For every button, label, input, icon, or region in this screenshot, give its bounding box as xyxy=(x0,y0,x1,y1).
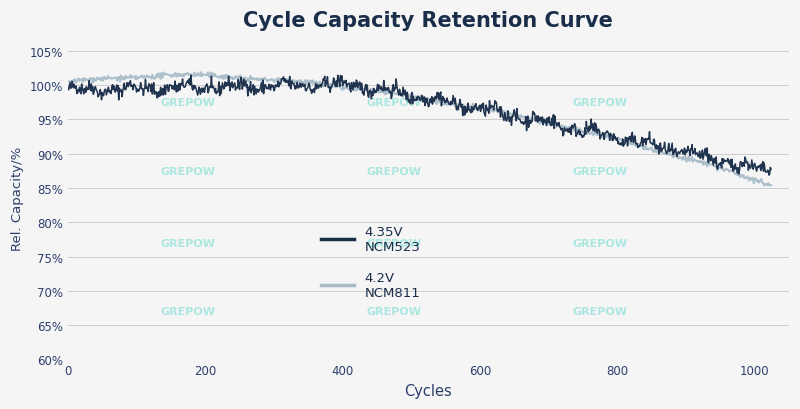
Text: GREPOW: GREPOW xyxy=(366,166,422,177)
Text: GREPOW: GREPOW xyxy=(573,238,627,248)
Y-axis label: Rel. Capacity/%: Rel. Capacity/% xyxy=(11,147,24,251)
Text: GREPOW: GREPOW xyxy=(573,307,627,317)
Text: GREPOW: GREPOW xyxy=(161,307,215,317)
Text: GREPOW: GREPOW xyxy=(366,307,422,317)
Text: GREPOW: GREPOW xyxy=(366,238,422,248)
Legend: 4.35V
NCM523, 4.2V
NCM811: 4.35V NCM523, 4.2V NCM811 xyxy=(316,220,426,305)
X-axis label: Cycles: Cycles xyxy=(405,383,452,398)
Title: Cycle Capacity Retention Curve: Cycle Capacity Retention Curve xyxy=(243,11,614,31)
Text: GREPOW: GREPOW xyxy=(161,98,215,108)
Text: GREPOW: GREPOW xyxy=(161,238,215,248)
Text: GREPOW: GREPOW xyxy=(573,98,627,108)
Text: GREPOW: GREPOW xyxy=(573,166,627,177)
Text: GREPOW: GREPOW xyxy=(366,98,422,108)
Text: GREPOW: GREPOW xyxy=(161,166,215,177)
